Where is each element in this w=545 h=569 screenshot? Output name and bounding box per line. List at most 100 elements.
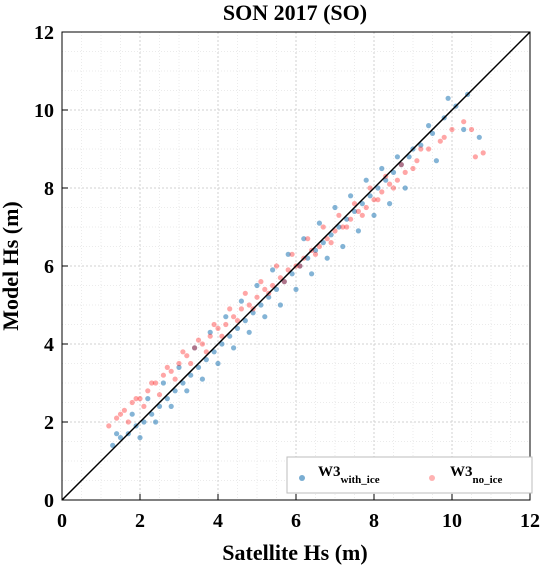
data-point — [461, 119, 467, 125]
legend-label-with-ice: W3 — [318, 464, 341, 480]
data-point — [117, 411, 124, 417]
data-point — [301, 236, 307, 242]
data-point — [184, 388, 190, 394]
data-point — [297, 263, 303, 269]
data-point — [340, 224, 346, 230]
x-axis-ticks: 0 2 4 6 8 10 12 — [57, 494, 540, 532]
legend: W3with_ice W3no_ice — [286, 456, 533, 494]
data-point — [371, 197, 377, 203]
x-tick-label: 12 — [520, 510, 540, 532]
data-point — [180, 380, 186, 386]
data-point — [153, 380, 159, 386]
data-point — [293, 286, 299, 292]
data-point — [394, 177, 400, 183]
data-point — [305, 255, 311, 261]
data-point — [149, 380, 155, 386]
data-point — [231, 345, 237, 351]
data-point — [242, 318, 248, 324]
data-point — [192, 345, 198, 351]
data-point — [324, 255, 330, 261]
data-point — [285, 251, 291, 257]
data-point — [359, 212, 365, 218]
data-point — [219, 341, 225, 347]
data-point — [348, 216, 354, 222]
data-point — [332, 204, 338, 211]
series-with-ice — [110, 91, 482, 448]
data-point — [168, 403, 174, 409]
data-point — [121, 407, 127, 413]
data-point — [195, 364, 202, 370]
data-point — [328, 240, 334, 246]
data-point — [184, 353, 190, 359]
data-point — [180, 349, 186, 355]
data-point — [156, 392, 163, 398]
data-point — [172, 376, 178, 382]
data-point — [348, 193, 354, 199]
data-point — [211, 321, 217, 328]
data-point — [211, 349, 217, 355]
data-point — [355, 228, 361, 234]
data-point — [270, 267, 276, 273]
svg-text:W3no_ice: W3no_ice — [450, 464, 503, 486]
data-point — [445, 95, 451, 101]
data-point — [390, 169, 397, 175]
data-point — [234, 318, 241, 324]
data-point — [312, 247, 319, 253]
data-point — [285, 267, 291, 273]
x-tick-label: 10 — [442, 510, 462, 532]
data-point — [387, 181, 393, 187]
data-point — [160, 372, 166, 378]
data-point — [437, 138, 443, 144]
data-point — [141, 419, 147, 425]
data-point — [328, 232, 334, 238]
data-point — [137, 396, 143, 402]
data-point — [215, 360, 221, 367]
data-point — [223, 314, 229, 320]
svg-text:W3with_ice: W3with_ice — [318, 464, 380, 486]
x-tick-label: 8 — [369, 510, 379, 532]
data-point — [199, 341, 205, 347]
data-point — [402, 185, 408, 191]
data-point — [340, 243, 346, 250]
data-point — [371, 212, 377, 218]
data-point — [156, 403, 163, 409]
x-tick-label: 2 — [135, 510, 145, 532]
data-point — [426, 146, 432, 152]
data-point — [133, 396, 139, 402]
data-point — [117, 435, 124, 441]
data-point — [114, 431, 120, 437]
data-point — [258, 302, 264, 308]
data-point — [359, 201, 365, 207]
data-point — [266, 294, 272, 300]
data-point — [270, 282, 276, 289]
data-point — [262, 314, 268, 320]
data-point — [375, 185, 381, 191]
x-tick-label: 0 — [57, 510, 67, 532]
data-point — [125, 419, 131, 425]
data-point — [246, 329, 252, 335]
legend-item-with-ice: W3with_ice — [299, 464, 380, 486]
data-point — [383, 177, 389, 183]
data-point — [207, 329, 213, 335]
data-point — [297, 263, 303, 269]
data-point — [277, 275, 283, 281]
data-point — [367, 193, 373, 199]
y-axis-ticks: 0 2 4 6 8 10 12 — [34, 22, 68, 512]
data-point — [254, 294, 260, 300]
data-point — [418, 146, 424, 152]
data-point — [258, 279, 264, 285]
data-point — [480, 150, 486, 156]
data-point — [476, 134, 482, 140]
data-point — [168, 368, 174, 374]
data-point — [164, 364, 170, 370]
legend-sub-with-ice: with_ice — [341, 474, 380, 486]
y-axis-label: Model Hs (m) — [0, 201, 23, 331]
y-tick-label: 10 — [34, 100, 54, 122]
data-point — [215, 325, 221, 331]
data-point — [402, 169, 408, 175]
data-point — [277, 302, 283, 308]
legend-label-no-ice: W3 — [450, 464, 473, 480]
y-tick-label: 0 — [44, 490, 54, 512]
data-point — [238, 298, 244, 304]
